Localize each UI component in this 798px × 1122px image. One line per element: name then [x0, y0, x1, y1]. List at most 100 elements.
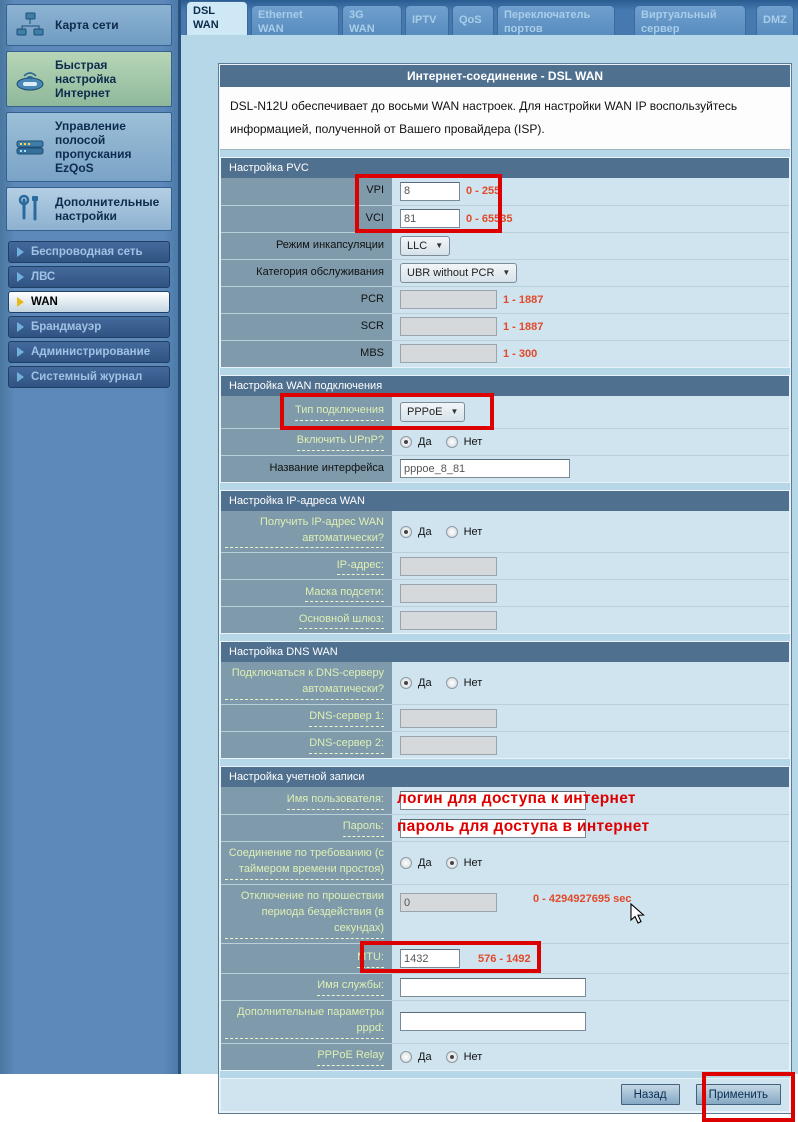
dial-on-demand-label[interactable]: Соединение по требованию (с таймером вре… — [221, 841, 392, 885]
username-label[interactable]: Имя пользователя: — [221, 787, 392, 815]
dns1-label[interactable]: DNS-сервер 1: — [221, 704, 392, 732]
tab-3g-wan[interactable]: 3G WAN — [342, 5, 402, 35]
pppd-options-label[interactable]: Дополнительные параметры pppd: — [221, 1000, 392, 1043]
menu-label: Беспроводная сеть — [31, 246, 143, 258]
tab-virtual-server[interactable]: Виртуальный сервер — [634, 5, 746, 35]
pppoe-relay-no-radio[interactable] — [445, 1050, 458, 1063]
section-wan-ip: Настройка IP-адреса WAN Получить IP-адре… — [220, 489, 790, 635]
sidebar-item-administration[interactable]: Администрирование — [8, 341, 170, 363]
arrow-right-icon — [17, 322, 24, 332]
auto-dns-no-radio[interactable] — [445, 677, 458, 690]
upnp-label[interactable]: Включить UPnP? — [221, 427, 392, 455]
service-category-label: Категория обслуживания — [221, 258, 392, 286]
ip-address-label[interactable]: IP-адрес: — [221, 552, 392, 580]
sidebar-item-label: Дополнительные настройки — [55, 195, 160, 223]
tools-icon — [13, 194, 47, 224]
encapsulation-value: LLC — [407, 239, 428, 252]
tab-qos[interactable]: QoS — [452, 5, 494, 35]
mbs-label: MBS — [221, 339, 392, 367]
arrow-right-icon — [17, 297, 24, 307]
vpi-label: VPI — [221, 177, 392, 205]
interface-name-input[interactable] — [400, 459, 570, 479]
sidebar-item-lan[interactable]: ЛВС — [8, 266, 170, 288]
section-title: Настройка WAN подключения — [221, 375, 789, 396]
row-vci: VCI 0 - 65535 — [221, 204, 789, 232]
encapsulation-select[interactable]: LLC — [400, 235, 451, 256]
back-button[interactable]: Назад — [620, 1084, 680, 1106]
connection-type-value: PPPoE — [407, 405, 443, 418]
service-name-input[interactable] — [400, 977, 586, 997]
mouse-cursor — [630, 902, 646, 930]
dns2-input — [400, 735, 497, 755]
auto-dns-label[interactable]: Подключаться к DNS-серверу автоматически… — [221, 662, 392, 705]
auto-ip-yes-radio[interactable] — [400, 525, 412, 538]
mbs-input — [400, 344, 497, 364]
upnp-yes-label: Да — [418, 435, 432, 448]
tab-dsl-wan[interactable]: DSL WAN — [186, 1, 248, 35]
network-map-icon — [13, 11, 47, 39]
sidebar-item-ezqos[interactable]: Управление полосой пропускания EzQoS — [6, 112, 172, 182]
tab-ethernet-wan[interactable]: Ethernet WAN — [251, 5, 339, 35]
subnet-mask-label[interactable]: Маска подсети: — [221, 579, 392, 607]
row-upnp: Включить UPnP? Да Нет — [221, 427, 789, 455]
password-input[interactable] — [400, 818, 586, 838]
auto-ip-label[interactable]: Получить IP-адрес WAN автоматически? — [221, 510, 392, 553]
service-category-select[interactable]: UBR without PCR — [400, 262, 518, 283]
upnp-yes-radio[interactable] — [400, 435, 412, 448]
pppoe-relay-no-label: Нет — [463, 1050, 483, 1063]
connection-type-label[interactable]: Тип подключения — [221, 395, 392, 428]
pppd-options-input[interactable] — [400, 1012, 586, 1032]
pppoe-relay-yes-radio[interactable] — [400, 1050, 412, 1063]
row-vpi: VPI 0 - 255 — [221, 173, 789, 233]
gateway-label[interactable]: Основной шлюз: — [221, 606, 392, 634]
section-account: Настройка учетной записи Имя пользовател… — [220, 766, 790, 1071]
arrow-right-icon — [17, 372, 24, 382]
tab-dmz[interactable]: DMZ — [756, 5, 794, 35]
upnp-no-radio[interactable] — [445, 435, 458, 448]
section-wan-connection: Настройка WAN подключения Тип подключени… — [220, 374, 790, 483]
connection-type-select[interactable]: PPPoE — [400, 401, 466, 422]
pcr-label: PCR — [221, 285, 392, 313]
section-title: Настройка IP-адреса WAN — [221, 490, 789, 511]
row-encapsulation: Режим инкапсуляции LLC — [221, 231, 789, 259]
mtu-label[interactable]: MTU: — [221, 943, 392, 974]
arrow-right-icon — [17, 347, 24, 357]
sidebar-menu: Беспроводная сеть ЛВС WAN Брандмауэр Адм… — [0, 241, 178, 388]
vpi-range-hint: 0 - 255 — [466, 185, 501, 198]
row-password: Пароль: пароль для доступа в интернет — [221, 814, 789, 842]
tab-iptv[interactable]: IPTV — [405, 5, 449, 35]
username-input[interactable] — [400, 791, 586, 811]
idle-disconnect-label[interactable]: Отключение по прошествии периода бездейс… — [221, 884, 392, 944]
mtu-input[interactable] — [400, 949, 460, 969]
dial-on-demand-no-radio[interactable] — [445, 857, 458, 870]
pppoe-relay-label[interactable]: PPPoE Relay — [221, 1042, 392, 1070]
row-auto-ip: Получить IP-адрес WAN автоматически? Да … — [221, 510, 789, 553]
pcr-range-hint: 1 - 1887 — [503, 293, 544, 306]
dial-on-demand-yes-radio[interactable] — [400, 857, 412, 870]
sidebar-item-advanced[interactable]: Дополнительные настройки — [6, 187, 172, 231]
auto-dns-yes-radio[interactable] — [400, 677, 412, 690]
row-service-name: Имя службы: — [221, 973, 789, 1001]
vpi-input[interactable] — [400, 181, 460, 201]
tab-port-switch[interactable]: Переключатель портов — [497, 5, 615, 35]
service-name-label[interactable]: Имя службы: — [221, 973, 392, 1001]
auto-dns-no-label: Нет — [463, 677, 483, 690]
sidebar-item-wireless[interactable]: Беспроводная сеть — [8, 241, 170, 263]
sidebar-item-network-map[interactable]: Карта сети — [6, 4, 172, 46]
arrow-right-icon — [17, 247, 24, 257]
auto-ip-no-radio[interactable] — [445, 525, 458, 538]
sidebar-item-firewall[interactable]: Брандмауэр — [8, 316, 170, 338]
page-description: DSL-N12U обеспечивает до восьми WAN наст… — [220, 87, 790, 150]
sidebar-item-wan[interactable]: WAN — [8, 291, 170, 313]
ip-address-input — [400, 556, 497, 576]
dns2-label[interactable]: DNS-сервер 2: — [221, 731, 392, 759]
sidebar-item-system-log[interactable]: Системный журнал — [8, 366, 170, 388]
row-pcr: PCR 1 - 1887 — [221, 285, 789, 313]
vci-input[interactable] — [400, 209, 460, 229]
password-label[interactable]: Пароль: — [221, 814, 392, 842]
apply-button[interactable]: Применить — [695, 1084, 781, 1106]
sidebar-item-quick-setup[interactable]: Быстрая настройка Интернет — [6, 51, 172, 107]
service-category-value: UBR without PCR — [407, 266, 495, 279]
arrow-right-icon — [17, 272, 24, 282]
scr-input — [400, 317, 497, 337]
